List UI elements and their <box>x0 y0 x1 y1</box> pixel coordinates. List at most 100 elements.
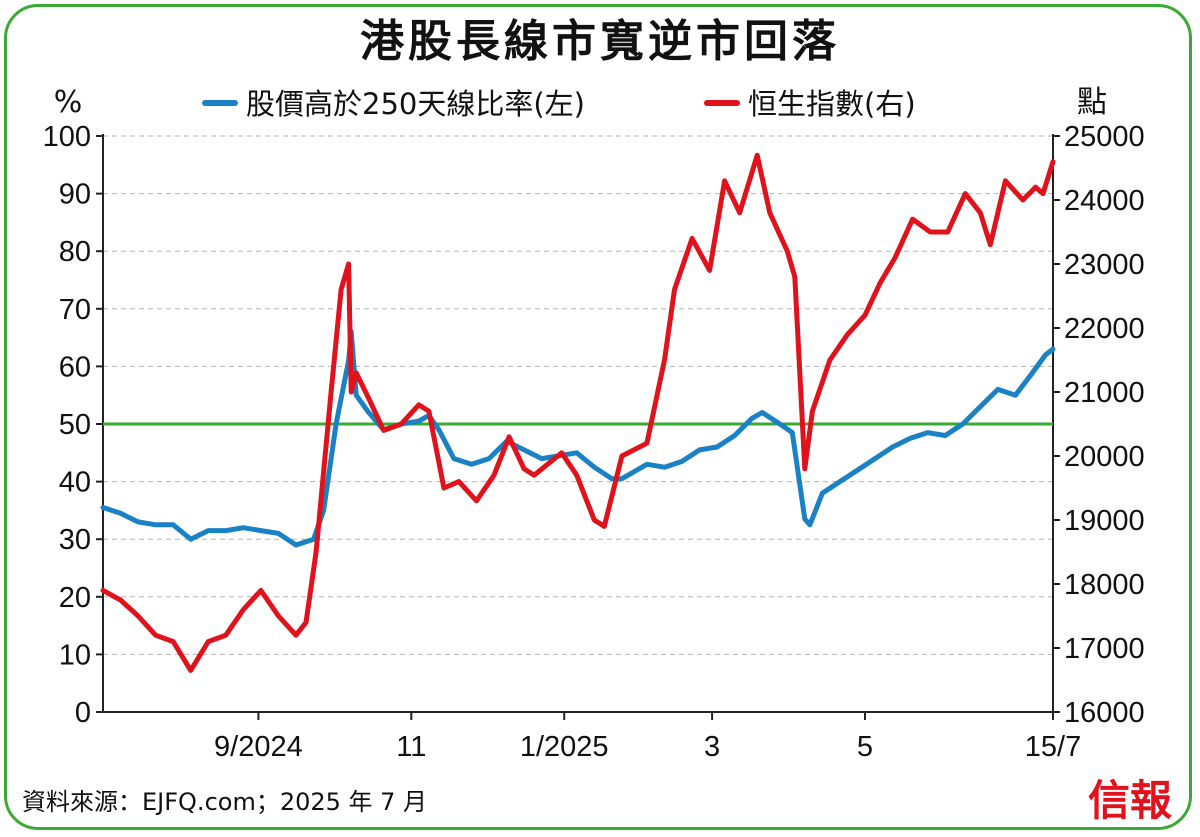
series-1-point-40 <box>707 268 712 273</box>
series-1-point-31 <box>559 450 564 455</box>
right-tick-label-2: 18000 <box>1064 569 1145 601</box>
legend-label-breadth: 股價高於250天線比率(左) <box>246 87 585 121</box>
series-0-point-11 <box>293 542 299 548</box>
series-1-point-42 <box>737 210 742 215</box>
source-note: 資料來源：EJFQ.com；2025 年 7 月 <box>22 788 427 816</box>
series-1-point-19 <box>366 396 371 401</box>
series-1-point-53 <box>892 255 898 260</box>
right-tick-label-5: 21000 <box>1064 377 1145 409</box>
series-0-point-24 <box>451 456 457 461</box>
series-1-point-50 <box>845 332 850 337</box>
series-1-point-14 <box>328 389 334 395</box>
series-0-point-17 <box>354 393 359 398</box>
left-axis-unit: % <box>54 85 83 120</box>
series-1-point-35 <box>619 453 625 459</box>
series-0-point-42 <box>760 410 765 415</box>
right-axis-unit: 點 <box>1077 85 1107 120</box>
series-1-point-48 <box>810 409 815 414</box>
series-1-point-0 <box>100 588 106 593</box>
series-0-point-3 <box>153 522 158 527</box>
series-0-point-9 <box>258 528 264 533</box>
left-tick-label-0: 0 <box>75 697 91 729</box>
series-1-point-9 <box>258 588 264 593</box>
series-0-point-7 <box>223 528 228 533</box>
series-0-point-23 <box>436 427 442 432</box>
series-1-point-11 <box>293 633 299 638</box>
left-tick-label-10: 100 <box>43 121 91 153</box>
series-1-point-33 <box>592 517 597 523</box>
series-1-point-64 <box>1050 159 1056 164</box>
series-0-point-47 <box>820 490 825 496</box>
series-0-point-41 <box>750 416 755 421</box>
series-1-point-62 <box>1033 185 1038 190</box>
right-tick-label-8: 24000 <box>1064 185 1145 217</box>
series-1-point-23 <box>426 409 432 414</box>
x-tick-label-4: 5 <box>857 731 873 763</box>
series-0-point-50 <box>872 456 878 461</box>
series-1-point-26 <box>474 498 479 503</box>
series-0-point-49 <box>855 467 860 473</box>
left-tick-label-1: 10 <box>59 639 91 671</box>
chart-frame <box>4 4 1192 830</box>
right-tick-label-4: 20000 <box>1064 441 1145 473</box>
series-1-point-57 <box>963 191 968 196</box>
x-tick-label-0: 9/2024 <box>214 731 303 763</box>
series-0-point-52 <box>907 436 913 441</box>
series-1-point-34 <box>602 524 607 529</box>
left-tick-label-4: 40 <box>59 467 91 499</box>
series-0-point-51 <box>890 444 895 450</box>
legend-label-hsi: 恒生指數(右) <box>748 87 916 121</box>
series-0-point-58 <box>1013 393 1018 398</box>
series-1-point-21 <box>399 421 404 427</box>
right-tick-label-3: 19000 <box>1064 505 1145 537</box>
series-0-point-1 <box>118 511 123 516</box>
series-0-point-56 <box>978 404 983 409</box>
series-0-point-34 <box>619 476 625 481</box>
series-0-point-53 <box>925 430 930 435</box>
series-0-point-39 <box>714 444 720 450</box>
series-0-point-2 <box>135 519 141 525</box>
series-0-point-55 <box>960 421 965 427</box>
series-1-point-18 <box>354 370 359 375</box>
series-0-point-48 <box>837 479 843 484</box>
left-axis-tick-labels: 0 10 20 30 40 50 60 70 80 90 100 <box>43 121 91 729</box>
left-tick-label-7: 70 <box>59 294 91 326</box>
series-1-point-46 <box>792 274 797 279</box>
series-0-point-6 <box>206 528 211 533</box>
series-0-point-26 <box>486 456 492 461</box>
series-0-point-14 <box>333 421 339 427</box>
series-1-point-63 <box>1040 191 1046 196</box>
series-0-point-28 <box>521 447 527 453</box>
series-0-point-33 <box>609 476 614 481</box>
left-tick-label-8: 80 <box>59 236 91 268</box>
left-tick-label-2: 20 <box>59 582 91 614</box>
series-1-point-16 <box>346 261 351 267</box>
series-0-point-61 <box>1050 346 1056 352</box>
series-0-point-32 <box>592 465 597 470</box>
series-1-point-10 <box>276 613 281 619</box>
chart-title: 港股長線市寬逆市回落 <box>360 16 840 67</box>
series-1-point-6 <box>206 639 211 644</box>
series-0-point-60 <box>1043 352 1048 358</box>
left-tick-label-9: 90 <box>59 179 91 211</box>
series-1-point-27 <box>491 473 497 478</box>
series-1-point-49 <box>827 357 833 363</box>
series-1-point-56 <box>945 229 950 235</box>
series-0-point-10 <box>276 531 281 536</box>
series-1-point-61 <box>1020 197 1026 203</box>
right-tick-label-6: 22000 <box>1064 313 1145 345</box>
left-tick-label-5: 50 <box>59 409 91 441</box>
series-0-point-37 <box>679 459 685 464</box>
series-1-point-5 <box>188 668 193 673</box>
series-0-point-4 <box>171 522 176 527</box>
series-line-1 <box>100 152 1056 673</box>
series-1-point-36 <box>644 441 650 446</box>
series-1-point-41 <box>722 178 727 183</box>
series-0-point-54 <box>943 433 948 438</box>
series-0-point-57 <box>995 387 1001 392</box>
series-0-point-43 <box>777 421 782 427</box>
series-0-point-36 <box>662 465 667 470</box>
gridlines <box>103 135 1053 655</box>
x-axis-tick-labels: 9/2024 11 1/2025 3 5 15/7 <box>214 731 1081 763</box>
series-1-point-30 <box>531 473 537 478</box>
